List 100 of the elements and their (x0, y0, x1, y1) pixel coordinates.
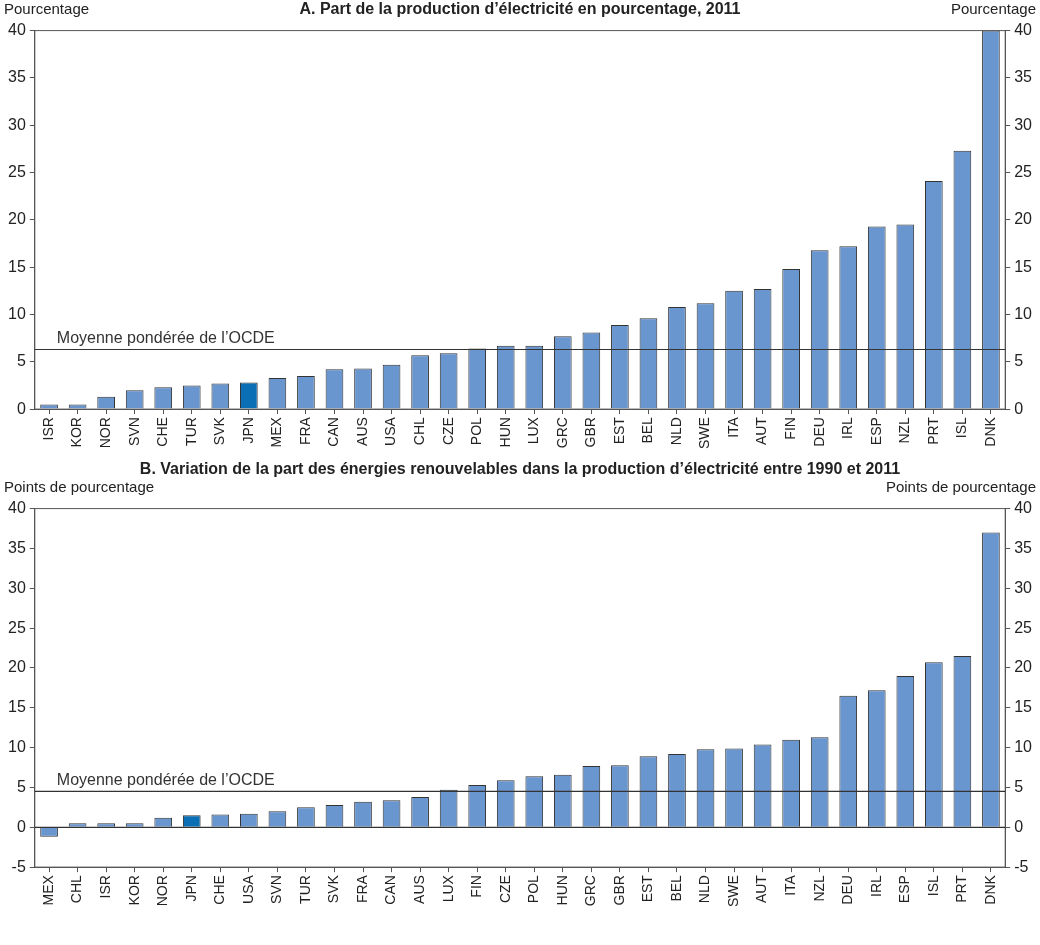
x-tick-label: CAN (325, 417, 342, 447)
x-tick-label: GRC (553, 417, 570, 449)
y-tick-label: 0 (16, 817, 26, 835)
x-tick-label: TUR (296, 875, 313, 904)
x-tick-label: DNK (981, 416, 998, 447)
x-tick-label: FIN (782, 417, 798, 440)
x-tick-label: ESP (896, 875, 913, 904)
x-tick-label: USA (382, 416, 399, 446)
y-tick-label: 20 (8, 210, 26, 228)
x-tick-label: HUN (496, 417, 513, 448)
x-tick-label: FIN (468, 875, 485, 898)
x-tick-label: CHL (68, 874, 85, 904)
x-tick-label: POL (525, 874, 542, 904)
y2-tick-label: 10 (1014, 304, 1033, 322)
x-tick-label: EST (610, 416, 627, 445)
y2-axis-title: Pourcentage (950, 0, 1036, 17)
y2-tick-label: 35 (1014, 68, 1033, 86)
x-tick-label: NZL (810, 874, 827, 902)
x-tick-label: ISL (953, 416, 970, 439)
y-tick-label: 30 (8, 115, 26, 133)
ref-line-label: Moyenne pondérée de l’OCDE (56, 328, 275, 346)
y2-tick-label: 15 (1014, 257, 1033, 275)
y2-tick-label: 30 (1014, 578, 1033, 596)
x-tick-label: CZE (439, 417, 456, 446)
x-tick-label: LUX (525, 416, 542, 445)
x-tick-label: SVK (325, 874, 342, 904)
y-tick-label: 5 (16, 777, 26, 795)
x-tick-label: GBR (610, 875, 627, 906)
x-tick-label: ISR (97, 875, 114, 899)
y2-tick-label: 0 (1014, 399, 1024, 417)
y-tick-label: 15 (8, 698, 26, 716)
y-tick-label: 30 (8, 578, 26, 596)
x-tick-label: CHL (410, 416, 427, 446)
x-tick-label: FRA (296, 416, 313, 446)
chart-title: A. Part de la production d’électricité en pourcentage, 2011 (299, 0, 741, 17)
chart-title: B. Variation de la part des énergies renouvelables dans la production d’électricité entre 1990 et 2011 (138, 460, 902, 478)
x-tick-label: IRL (867, 874, 884, 897)
y2-tick-label: 25 (1014, 162, 1033, 180)
x-tick-label: GBR (582, 417, 599, 448)
x-tick-label: NZL (896, 416, 913, 444)
x-tick-label: MEX (39, 874, 56, 906)
y2-axis-title: Points de pourcentage (885, 478, 1036, 495)
x-tick-label: LUX (439, 874, 456, 903)
y-tick-label: 20 (8, 658, 26, 676)
y2-tick-label: 10 (1014, 738, 1033, 756)
x-tick-label: GRC (582, 875, 599, 907)
y2-tick-label: 40 (1014, 21, 1033, 39)
x-tick-label: AUS (410, 875, 427, 904)
y-tick-label: 35 (8, 538, 26, 556)
y2-tick-label: -5 (1014, 857, 1029, 875)
y-tick-label: 40 (8, 499, 26, 517)
x-tick-label: USA (239, 874, 256, 904)
y-tick-label: 10 (8, 304, 26, 322)
y2-tick-label: 20 (1014, 658, 1033, 676)
y-tick-label: -5 (11, 857, 26, 875)
x-tick-label: ESP (867, 417, 884, 446)
x-tick-label: DNK (981, 874, 998, 905)
x-tick-label: CHE (154, 417, 171, 447)
y2-tick-label: 5 (1014, 777, 1024, 795)
x-tick-label: ITA (782, 874, 798, 896)
x-tick-label: JPN (239, 417, 256, 444)
y-axis-title: Pourcentage (4, 0, 90, 17)
x-tick-label: AUT (753, 874, 770, 904)
x-tick-label: TUR (182, 417, 199, 446)
y-tick-label: 15 (8, 257, 26, 275)
y2-tick-label: 35 (1014, 538, 1033, 556)
x-tick-label: SVN (125, 417, 142, 446)
x-tick-label: HUN (553, 875, 570, 906)
x-tick-label: JPN (182, 875, 199, 902)
x-tick-label: NLD (696, 875, 713, 904)
x-tick-label: ISR (39, 417, 56, 441)
y-tick-label: 35 (8, 68, 26, 86)
y-tick-label: 5 (16, 352, 26, 370)
x-tick-label: PRT (924, 416, 941, 445)
y2-tick-label: 40 (1014, 499, 1033, 517)
x-tick-label: MEX (268, 416, 285, 448)
y-tick-label: 0 (16, 399, 26, 417)
x-tick-label: NLD (667, 417, 684, 446)
x-tick-label: NOR (154, 875, 171, 907)
x-tick-label: DEU (839, 875, 856, 905)
y-tick-label: 25 (8, 618, 26, 636)
x-tick-label: EST (639, 874, 656, 903)
y2-tick-label: 30 (1014, 115, 1033, 133)
ref-line-label: Moyenne pondérée de l’OCDE (56, 770, 275, 788)
x-tick-label: BEL (639, 416, 656, 444)
x-tick-label: IRL (839, 416, 856, 439)
x-tick-label: SVN (268, 875, 285, 904)
x-tick-label: KOR (125, 875, 142, 906)
x-tick-label: NOR (97, 417, 114, 449)
x-tick-label: AUT (753, 416, 770, 446)
y2-tick-label: 15 (1014, 698, 1033, 716)
x-tick-label: KOR (68, 417, 85, 448)
y-tick-label: 25 (8, 162, 26, 180)
y2-tick-label: 5 (1014, 352, 1024, 370)
y2-tick-label: 25 (1014, 618, 1033, 636)
x-tick-label: ISL (924, 874, 941, 897)
x-tick-label: POL (468, 416, 485, 446)
x-tick-label: BEL (667, 874, 684, 902)
x-tick-label: SVK (211, 416, 228, 446)
y-axis-title: Points de pourcentage (4, 478, 155, 495)
